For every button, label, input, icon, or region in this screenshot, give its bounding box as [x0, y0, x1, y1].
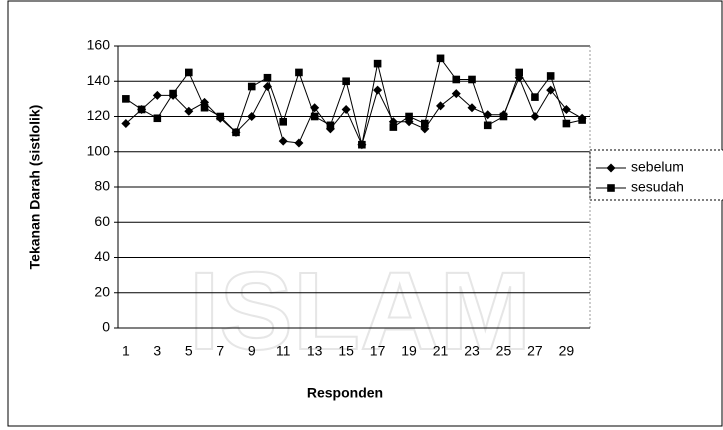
y-tick-label: 60	[94, 213, 110, 229]
x-tick-label: 23	[464, 343, 480, 359]
data-point	[278, 136, 288, 146]
data-point	[515, 68, 523, 77]
series-line	[125, 57, 583, 145]
data-point	[436, 101, 446, 111]
data-point	[546, 72, 555, 80]
y-tick-label: 140	[87, 72, 111, 88]
data-point	[247, 112, 257, 121]
data-point	[405, 112, 413, 121]
x-tick-label: 27	[527, 343, 543, 359]
data-point	[232, 128, 240, 137]
data-point	[389, 123, 398, 131]
x-tick-label: 21	[433, 343, 449, 359]
x-tick-label: 17	[370, 343, 386, 359]
data-point	[483, 110, 493, 120]
y-tick-label: 0	[102, 319, 110, 335]
data-point	[530, 112, 540, 121]
x-tick-label: 5	[185, 343, 193, 359]
data-point	[562, 119, 571, 128]
data-point	[152, 90, 162, 100]
y-tick-label: 160	[87, 37, 111, 53]
x-tick-label: 3	[153, 343, 161, 359]
data-point	[121, 119, 131, 129]
legend-marker	[606, 163, 616, 173]
data-point	[310, 112, 319, 121]
y-tick-label: 80	[94, 178, 110, 194]
x-tick-label: 25	[496, 343, 512, 359]
data-point	[200, 103, 209, 112]
data-point	[373, 85, 383, 95]
x-tick-label: 13	[307, 343, 323, 359]
data-point	[326, 121, 335, 130]
data-point	[185, 68, 193, 77]
data-point	[153, 114, 162, 123]
data-point	[546, 85, 556, 95]
data-point	[578, 116, 586, 124]
data-point	[247, 82, 256, 91]
data-point	[122, 95, 130, 103]
x-tick-label: 9	[248, 343, 256, 359]
data-point	[263, 73, 272, 82]
data-point	[468, 75, 476, 84]
data-point	[373, 59, 382, 68]
data-point	[436, 54, 445, 63]
legend-marker	[607, 184, 615, 192]
data-point	[169, 89, 177, 98]
x-tick-label: 15	[338, 343, 354, 359]
data-point	[531, 93, 539, 101]
x-tick-label: 1	[122, 343, 130, 359]
legend-label: sesudah	[631, 179, 684, 195]
x-tick-label: 11	[276, 343, 291, 359]
data-point	[279, 117, 287, 126]
y-tick-label: 120	[87, 107, 111, 123]
x-tick-label: 19	[401, 343, 417, 359]
x-axis-title: Responden	[307, 385, 383, 401]
y-axis-title: Tekanan Darah (sistlolik)	[27, 105, 43, 270]
data-point	[467, 103, 477, 113]
data-point	[421, 119, 429, 128]
y-tick-label: 20	[94, 283, 110, 299]
x-tick-label: 29	[559, 343, 575, 359]
data-point	[561, 104, 571, 114]
data-point	[483, 121, 492, 130]
data-point	[137, 105, 146, 114]
y-tick-label: 40	[94, 248, 110, 264]
data-point	[294, 138, 304, 148]
watermark: ISLAM	[189, 250, 531, 373]
data-point	[341, 104, 351, 114]
chart-frame	[7, 0, 723, 427]
data-point	[184, 106, 194, 116]
legend-label: sebelum	[631, 159, 684, 175]
data-point	[295, 68, 303, 77]
data-point	[499, 112, 508, 121]
y-tick-label: 100	[87, 142, 111, 158]
x-tick-label: 7	[216, 343, 224, 359]
data-point	[342, 77, 350, 86]
data-point	[452, 75, 461, 84]
data-point	[358, 140, 366, 149]
data-point	[451, 89, 461, 99]
data-point	[216, 112, 225, 121]
